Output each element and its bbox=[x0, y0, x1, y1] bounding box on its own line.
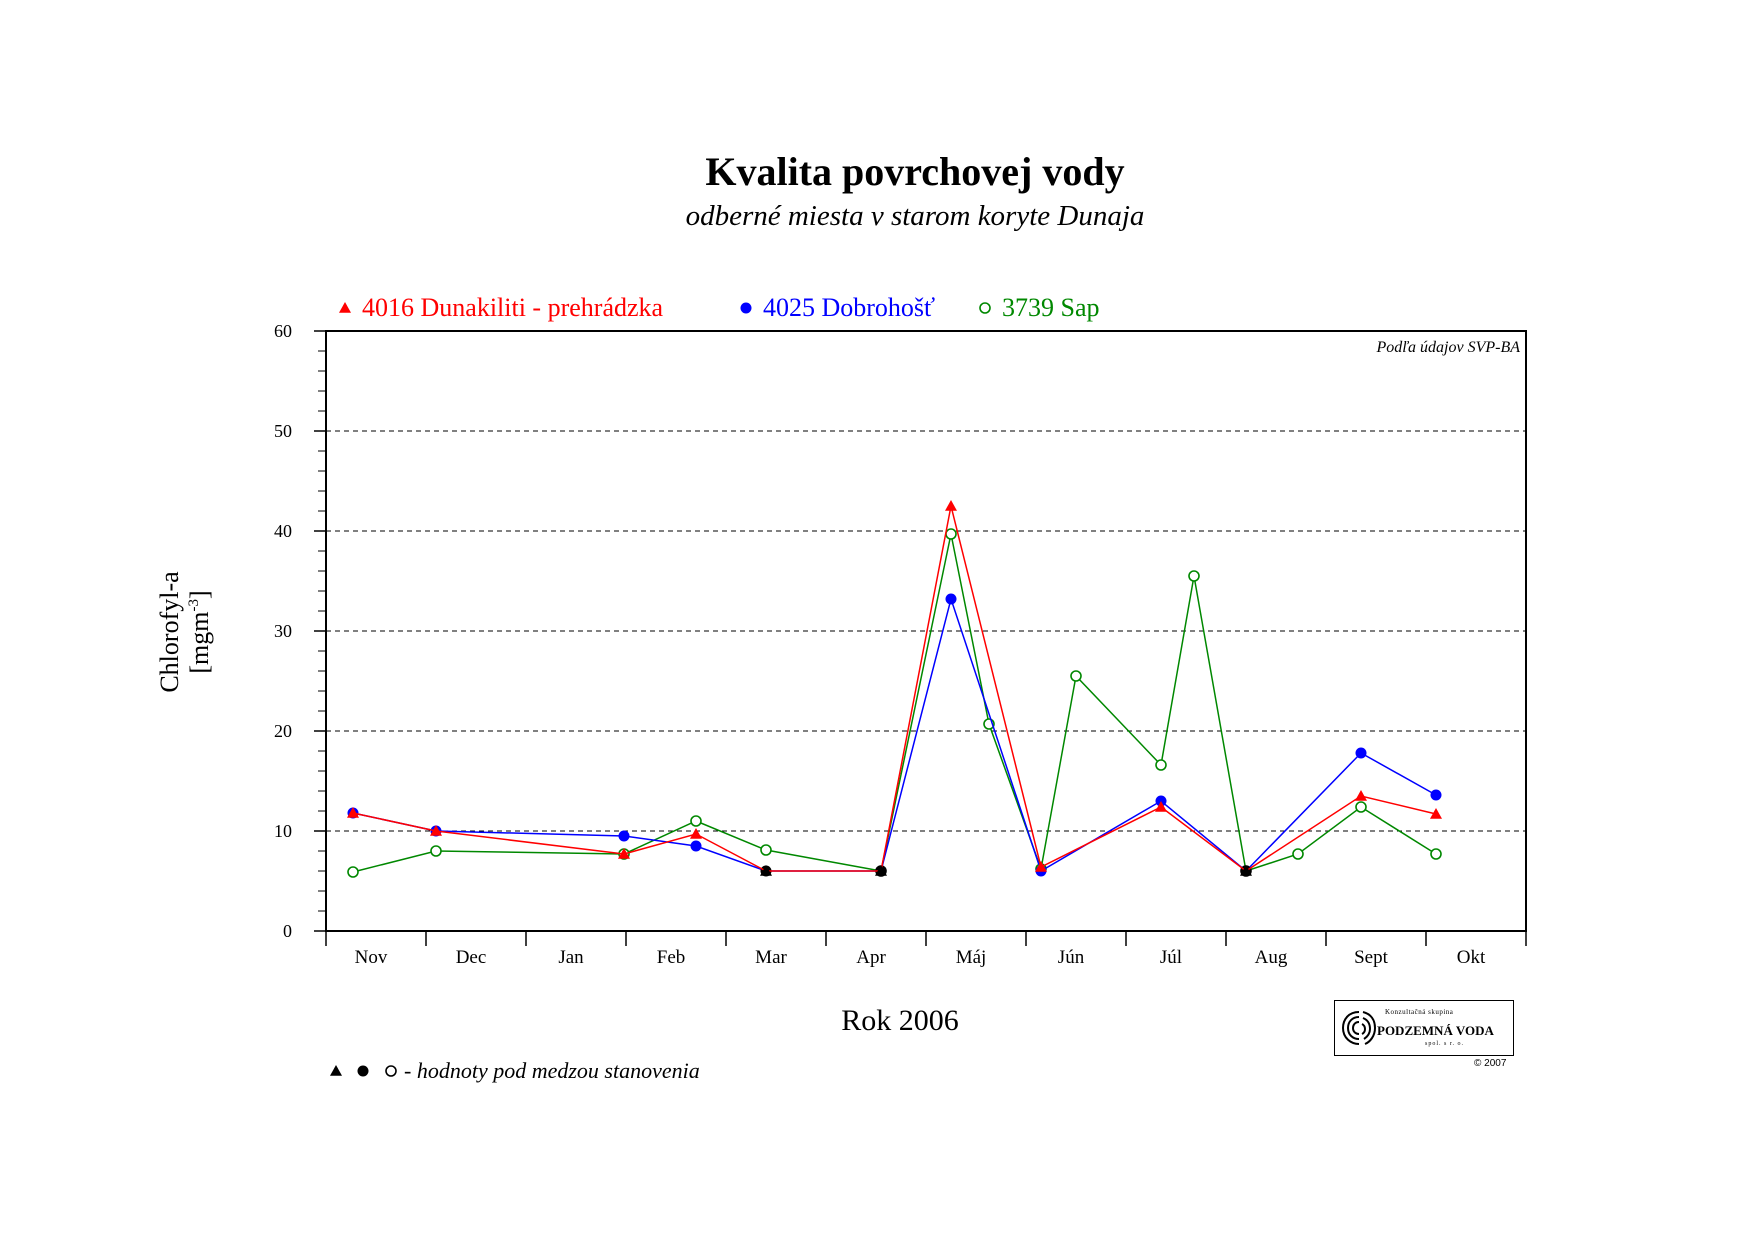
series-line bbox=[352, 533, 1437, 873]
x-tick-label: Aug bbox=[1255, 947, 1288, 968]
data-point bbox=[760, 865, 772, 876]
y-tick-label: 20 bbox=[274, 721, 292, 741]
logo-company-name: PODZEMNÁ VODA bbox=[1377, 1023, 1494, 1038]
data-point bbox=[945, 500, 957, 511]
data-point bbox=[690, 828, 702, 839]
series-1 bbox=[347, 593, 1442, 877]
legend-marker bbox=[740, 302, 752, 314]
y-axis-label: Chlorofyl-a[mgm-3] bbox=[155, 571, 214, 693]
data-point bbox=[690, 815, 702, 827]
footnote-text: - hodnoty pod medzou stanovenia bbox=[404, 1058, 700, 1083]
y-tick-label: 10 bbox=[274, 821, 292, 841]
y-axis-label-unit-sup: -3 bbox=[186, 599, 202, 612]
legend-marker bbox=[979, 302, 991, 314]
footnote-open-circle-icon bbox=[385, 1065, 397, 1077]
x-tick-label: Apr bbox=[856, 947, 886, 968]
series-0 bbox=[347, 500, 1442, 876]
data-point bbox=[1292, 848, 1304, 860]
data-point bbox=[945, 593, 957, 605]
legend-label: 4016 Dunakiliti - prehrádzka bbox=[362, 293, 664, 322]
data-point bbox=[690, 840, 702, 852]
logo-fingerprint-icon bbox=[1341, 1011, 1377, 1045]
data-point bbox=[1035, 861, 1047, 872]
data-point bbox=[430, 825, 442, 836]
legend-marker bbox=[339, 302, 351, 313]
data-point bbox=[1355, 747, 1367, 759]
data-point bbox=[1188, 570, 1200, 582]
y-tick-label: 60 bbox=[274, 321, 292, 341]
data-point bbox=[875, 865, 887, 876]
legend-label: 4025 Dobrohošť bbox=[763, 293, 935, 322]
data-point bbox=[1430, 789, 1442, 801]
logo-line1: Konzultačná skupina bbox=[1385, 1008, 1454, 1016]
y-tick-label: 30 bbox=[274, 621, 292, 641]
data-point bbox=[1355, 790, 1367, 801]
x-tick-label: Mar bbox=[755, 947, 787, 968]
series-line bbox=[352, 505, 1437, 872]
y-tick-label: 40 bbox=[274, 521, 292, 541]
x-tick-label: Feb bbox=[657, 947, 686, 968]
data-point bbox=[1155, 759, 1167, 771]
company-logo: Konzultačná skupina PODZEMNÁ VODA spol. … bbox=[1334, 1000, 1514, 1056]
x-tick-label: Okt bbox=[1457, 947, 1486, 968]
copyright: © 2007 bbox=[1474, 1058, 1507, 1069]
chart-title: Kvalita povrchovej vody bbox=[705, 149, 1125, 194]
y-axis-label-unit: [mgm bbox=[185, 612, 214, 674]
legend-label: 3739 Sap bbox=[1002, 293, 1100, 322]
chart-subtitle: odberné miesta v starom koryte Dunaja bbox=[685, 200, 1145, 232]
y-axis-label-unit-close: ] bbox=[185, 590, 214, 599]
data-point bbox=[1240, 865, 1252, 876]
data-point bbox=[430, 845, 442, 857]
y-tick-label: 50 bbox=[274, 421, 292, 441]
data-point bbox=[1355, 801, 1367, 813]
series-2 bbox=[347, 528, 1442, 878]
x-tick-label: Máj bbox=[956, 947, 987, 968]
logo-line3: spol. s r. o. bbox=[1425, 1041, 1465, 1047]
x-tick-label: Jún bbox=[1058, 947, 1085, 968]
data-point bbox=[760, 844, 772, 856]
series-line bbox=[352, 596, 1437, 873]
source-note: Podľa údajov SVP-BA bbox=[1375, 339, 1520, 356]
data-point bbox=[1155, 801, 1167, 812]
x-axis-label: Rok 2006 bbox=[841, 1004, 959, 1037]
data-point bbox=[1430, 848, 1442, 860]
y-tick-label: 0 bbox=[283, 921, 292, 941]
data-point bbox=[347, 866, 359, 878]
x-tick-label: Jan bbox=[558, 947, 584, 968]
data-point bbox=[618, 848, 630, 859]
data-point bbox=[945, 528, 957, 540]
footnote-filled-circle-icon bbox=[357, 1065, 369, 1077]
data-point bbox=[618, 830, 630, 842]
data-point bbox=[1070, 670, 1082, 682]
data-point bbox=[347, 807, 359, 818]
y-axis-label-name: Chlorofyl-a bbox=[155, 571, 184, 693]
x-tick-label: Sept bbox=[1354, 947, 1389, 968]
footnote-triangle-icon bbox=[330, 1065, 342, 1076]
data-point bbox=[1430, 808, 1442, 819]
footnote-symbols: ▲,●,○ bbox=[328, 1061, 382, 1083]
x-tick-label: Dec bbox=[456, 947, 487, 968]
x-tick-label: Nov bbox=[355, 947, 388, 968]
x-tick-label: Júl bbox=[1160, 947, 1182, 968]
